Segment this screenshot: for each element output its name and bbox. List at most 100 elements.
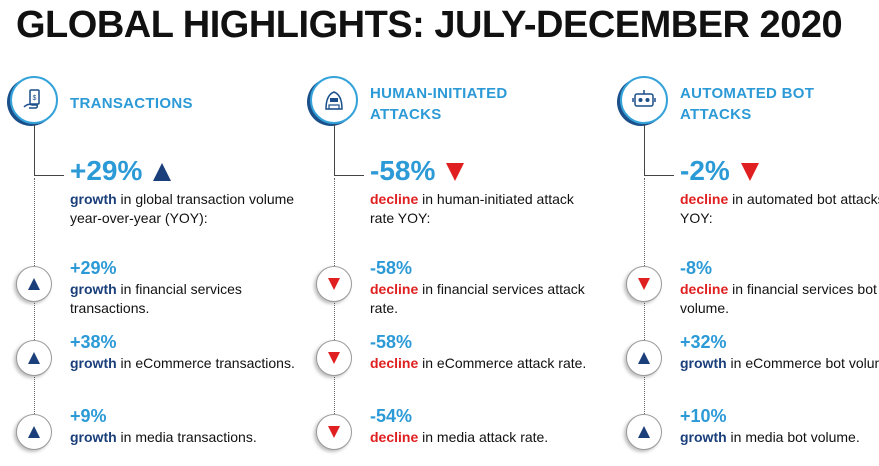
item-text: growth in eCommerce transactions. bbox=[70, 354, 300, 373]
up-arrow-icon bbox=[626, 414, 662, 450]
item-text: decline in financial services attack rat… bbox=[370, 280, 600, 318]
item-text: decline in eCommerce attack rate. bbox=[370, 354, 600, 373]
trend-word: decline bbox=[370, 281, 419, 297]
trend-word: growth bbox=[70, 281, 117, 297]
item-description: in media bot volume. bbox=[726, 429, 860, 445]
trend-word: decline bbox=[370, 429, 419, 445]
item-value: +10% bbox=[680, 406, 727, 426]
human-attacks-badge bbox=[310, 76, 358, 124]
connector-line bbox=[34, 124, 35, 176]
item-description: in financial services attack rate. bbox=[370, 281, 585, 316]
item-text: growth in media bot volume. bbox=[680, 428, 879, 447]
column-transactions: $ TRANSACTIONS +29% growth in global tra… bbox=[10, 0, 300, 455]
description-text: in human-initiated attack rate YOY: bbox=[370, 191, 574, 226]
item-value: -54% bbox=[370, 406, 413, 426]
up-arrow-icon bbox=[626, 340, 662, 376]
list-item: +38% growth in eCommerce transactions. bbox=[10, 332, 300, 392]
connector-line bbox=[334, 124, 335, 176]
item-text: growth in financial services transaction… bbox=[70, 280, 300, 318]
up-arrow-icon bbox=[152, 157, 172, 189]
column-heading-line2: ATTACKS bbox=[680, 106, 752, 123]
column-heading: AUTOMATED BOT ATTACKS bbox=[680, 83, 814, 125]
down-arrow-icon bbox=[445, 157, 465, 189]
down-arrow-icon bbox=[316, 340, 352, 376]
item-value: +38% bbox=[70, 332, 117, 352]
connector-line bbox=[644, 175, 674, 176]
trend-word: growth bbox=[680, 355, 727, 371]
column-heading-line2: ATTACKS bbox=[370, 106, 442, 123]
connector-line bbox=[34, 175, 64, 176]
list-item: -54% decline in media attack rate. bbox=[310, 406, 600, 466]
trend-word: decline bbox=[680, 281, 729, 297]
dotted-line bbox=[334, 178, 335, 428]
headline-value: -58% bbox=[370, 155, 436, 186]
item-description: in financial services bot volume. bbox=[680, 281, 877, 316]
trend-word: growth bbox=[680, 429, 727, 445]
item-description: in eCommerce attack rate. bbox=[418, 355, 587, 371]
description-text: in automated bot attacks YOY: bbox=[680, 191, 879, 226]
trend-word: decline bbox=[370, 191, 419, 207]
headline-value: +29% bbox=[70, 155, 143, 186]
column-bot-attacks: AUTOMATED BOT ATTACKS -2% decline in aut… bbox=[620, 0, 879, 455]
item-text: growth in eCommerce bot volume. bbox=[680, 354, 879, 373]
up-arrow-icon bbox=[16, 340, 52, 376]
trend-word: decline bbox=[680, 191, 729, 207]
item-value: +29% bbox=[70, 258, 117, 278]
item-value: -58% bbox=[370, 258, 413, 278]
headline-stat: -58% bbox=[370, 155, 465, 189]
column-heading: TRANSACTIONS bbox=[70, 93, 193, 114]
item-description: in financial services transactions. bbox=[70, 281, 242, 316]
dotted-line bbox=[644, 178, 645, 428]
list-item: -8% decline in financial services bot vo… bbox=[620, 258, 879, 318]
headline-description: decline in human-initiated attack rate Y… bbox=[370, 190, 600, 228]
item-value: +32% bbox=[680, 332, 727, 352]
trend-word: growth bbox=[70, 191, 117, 207]
column-human-attacks: HUMAN-INITIATED ATTACKS -58% decline in … bbox=[310, 0, 600, 455]
connector-line bbox=[334, 175, 364, 176]
item-text: decline in financial services bot volume… bbox=[680, 280, 879, 318]
column-heading-line1: AUTOMATED BOT bbox=[680, 85, 815, 102]
bot-icon bbox=[632, 90, 656, 107]
dotted-line bbox=[34, 178, 35, 428]
column-heading-line1: HUMAN-INITIATED bbox=[370, 85, 508, 102]
item-value: -58% bbox=[370, 332, 413, 352]
transactions-badge: $ bbox=[10, 76, 58, 124]
headline-value: -2% bbox=[680, 155, 730, 186]
item-description: in eCommerce bot volume. bbox=[730, 355, 879, 371]
description-text: in global transaction volume year-over-y… bbox=[70, 191, 295, 226]
down-arrow-icon bbox=[626, 266, 662, 302]
list-item: +9% growth in media transactions. bbox=[10, 406, 300, 466]
connector-line bbox=[644, 124, 645, 176]
column-heading-line1: TRANSACTIONS bbox=[70, 95, 193, 112]
trend-word: growth bbox=[70, 355, 117, 371]
down-arrow-icon bbox=[316, 414, 352, 450]
item-text: growth in media transactions. bbox=[70, 428, 300, 447]
trend-word: decline bbox=[370, 355, 419, 371]
page-title: GLOBAL HIGHLIGHTS: JULY-DECEMBER 2020 bbox=[16, 4, 843, 46]
list-item: +32% growth in eCommerce bot volume. bbox=[620, 332, 879, 392]
item-text: decline in media attack rate. bbox=[370, 428, 600, 447]
list-item: +29% growth in financial services transa… bbox=[10, 258, 300, 318]
item-value: +9% bbox=[70, 406, 107, 426]
item-description: in eCommerce transactions. bbox=[116, 355, 295, 371]
up-arrow-icon bbox=[16, 266, 52, 302]
headline-description: decline in automated bot attacks YOY: bbox=[680, 190, 879, 228]
headline-stat: -2% bbox=[680, 155, 760, 189]
column-heading: HUMAN-INITIATED ATTACKS bbox=[370, 83, 508, 125]
item-description: in media transactions. bbox=[116, 429, 257, 445]
svg-text:$: $ bbox=[33, 95, 37, 102]
list-item: +10% growth in media bot volume. bbox=[620, 406, 879, 466]
headline-description: growth in global transaction volume year… bbox=[70, 190, 300, 228]
trend-word: growth bbox=[70, 429, 117, 445]
up-arrow-icon bbox=[16, 414, 52, 450]
down-arrow-icon bbox=[316, 266, 352, 302]
item-value: -8% bbox=[680, 258, 713, 278]
hand-phone-icon: $ bbox=[23, 89, 40, 109]
item-description: in media attack rate. bbox=[418, 429, 549, 445]
hacker-icon bbox=[325, 91, 343, 110]
list-item: -58% decline in financial services attac… bbox=[310, 258, 600, 318]
bot-attacks-badge bbox=[620, 76, 668, 124]
down-arrow-icon bbox=[740, 157, 760, 189]
headline-stat: +29% bbox=[70, 155, 172, 189]
list-item: -58% decline in eCommerce attack rate. bbox=[310, 332, 600, 392]
